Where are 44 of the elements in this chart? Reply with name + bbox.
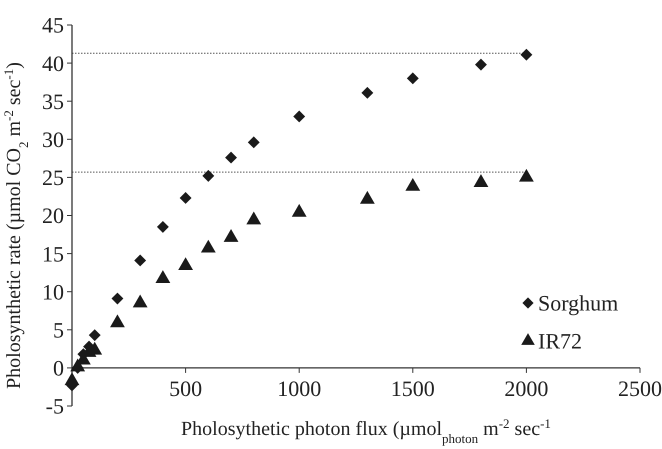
point [178,257,194,270]
point [248,136,260,148]
y-tick-label: 40 [42,50,64,76]
y-tick-label: 20 [42,203,64,228]
y-tick-label: 10 [42,279,64,304]
point [132,294,148,308]
point [88,329,101,342]
point [292,204,307,217]
point [225,152,237,164]
point [112,292,124,304]
x-tick-label: 1000 [277,376,322,401]
y-tick-label: 25 [42,165,64,190]
x-tick-label: 2500 [618,376,662,401]
y-tick-label: 35 [42,88,64,114]
y-tick-label: 0 [53,356,64,381]
point [474,174,488,187]
point [110,314,125,328]
point [246,211,262,224]
x-tick-label: 1500 [390,376,435,401]
y-tick-label: 30 [42,127,64,152]
point [224,229,238,242]
y-tick-label: 15 [42,241,64,266]
point [202,170,214,182]
point [293,110,306,122]
x-tick-label: 500 [169,376,202,401]
point [155,270,170,283]
y-tick-label: -5 [46,394,64,419]
legend-label: Sorghum [538,290,618,316]
point [134,254,146,266]
y-tick-label: 45 [42,12,64,38]
point [360,190,375,204]
y-tick-label: 5 [53,318,64,342]
legend-label: IR72 [538,328,582,354]
x-axis-title: Pholosythetic photon flux (µmol$_{photon}$ m$^{-2}$ sec$^{-1}$ [181,416,551,446]
x-tick-label: 2000 [504,376,548,401]
point [520,48,532,61]
point [518,168,534,182]
point [156,220,169,233]
point [475,58,487,71]
point [180,192,192,204]
point [200,240,216,253]
point [361,86,374,99]
point [406,72,419,84]
point [405,178,420,191]
